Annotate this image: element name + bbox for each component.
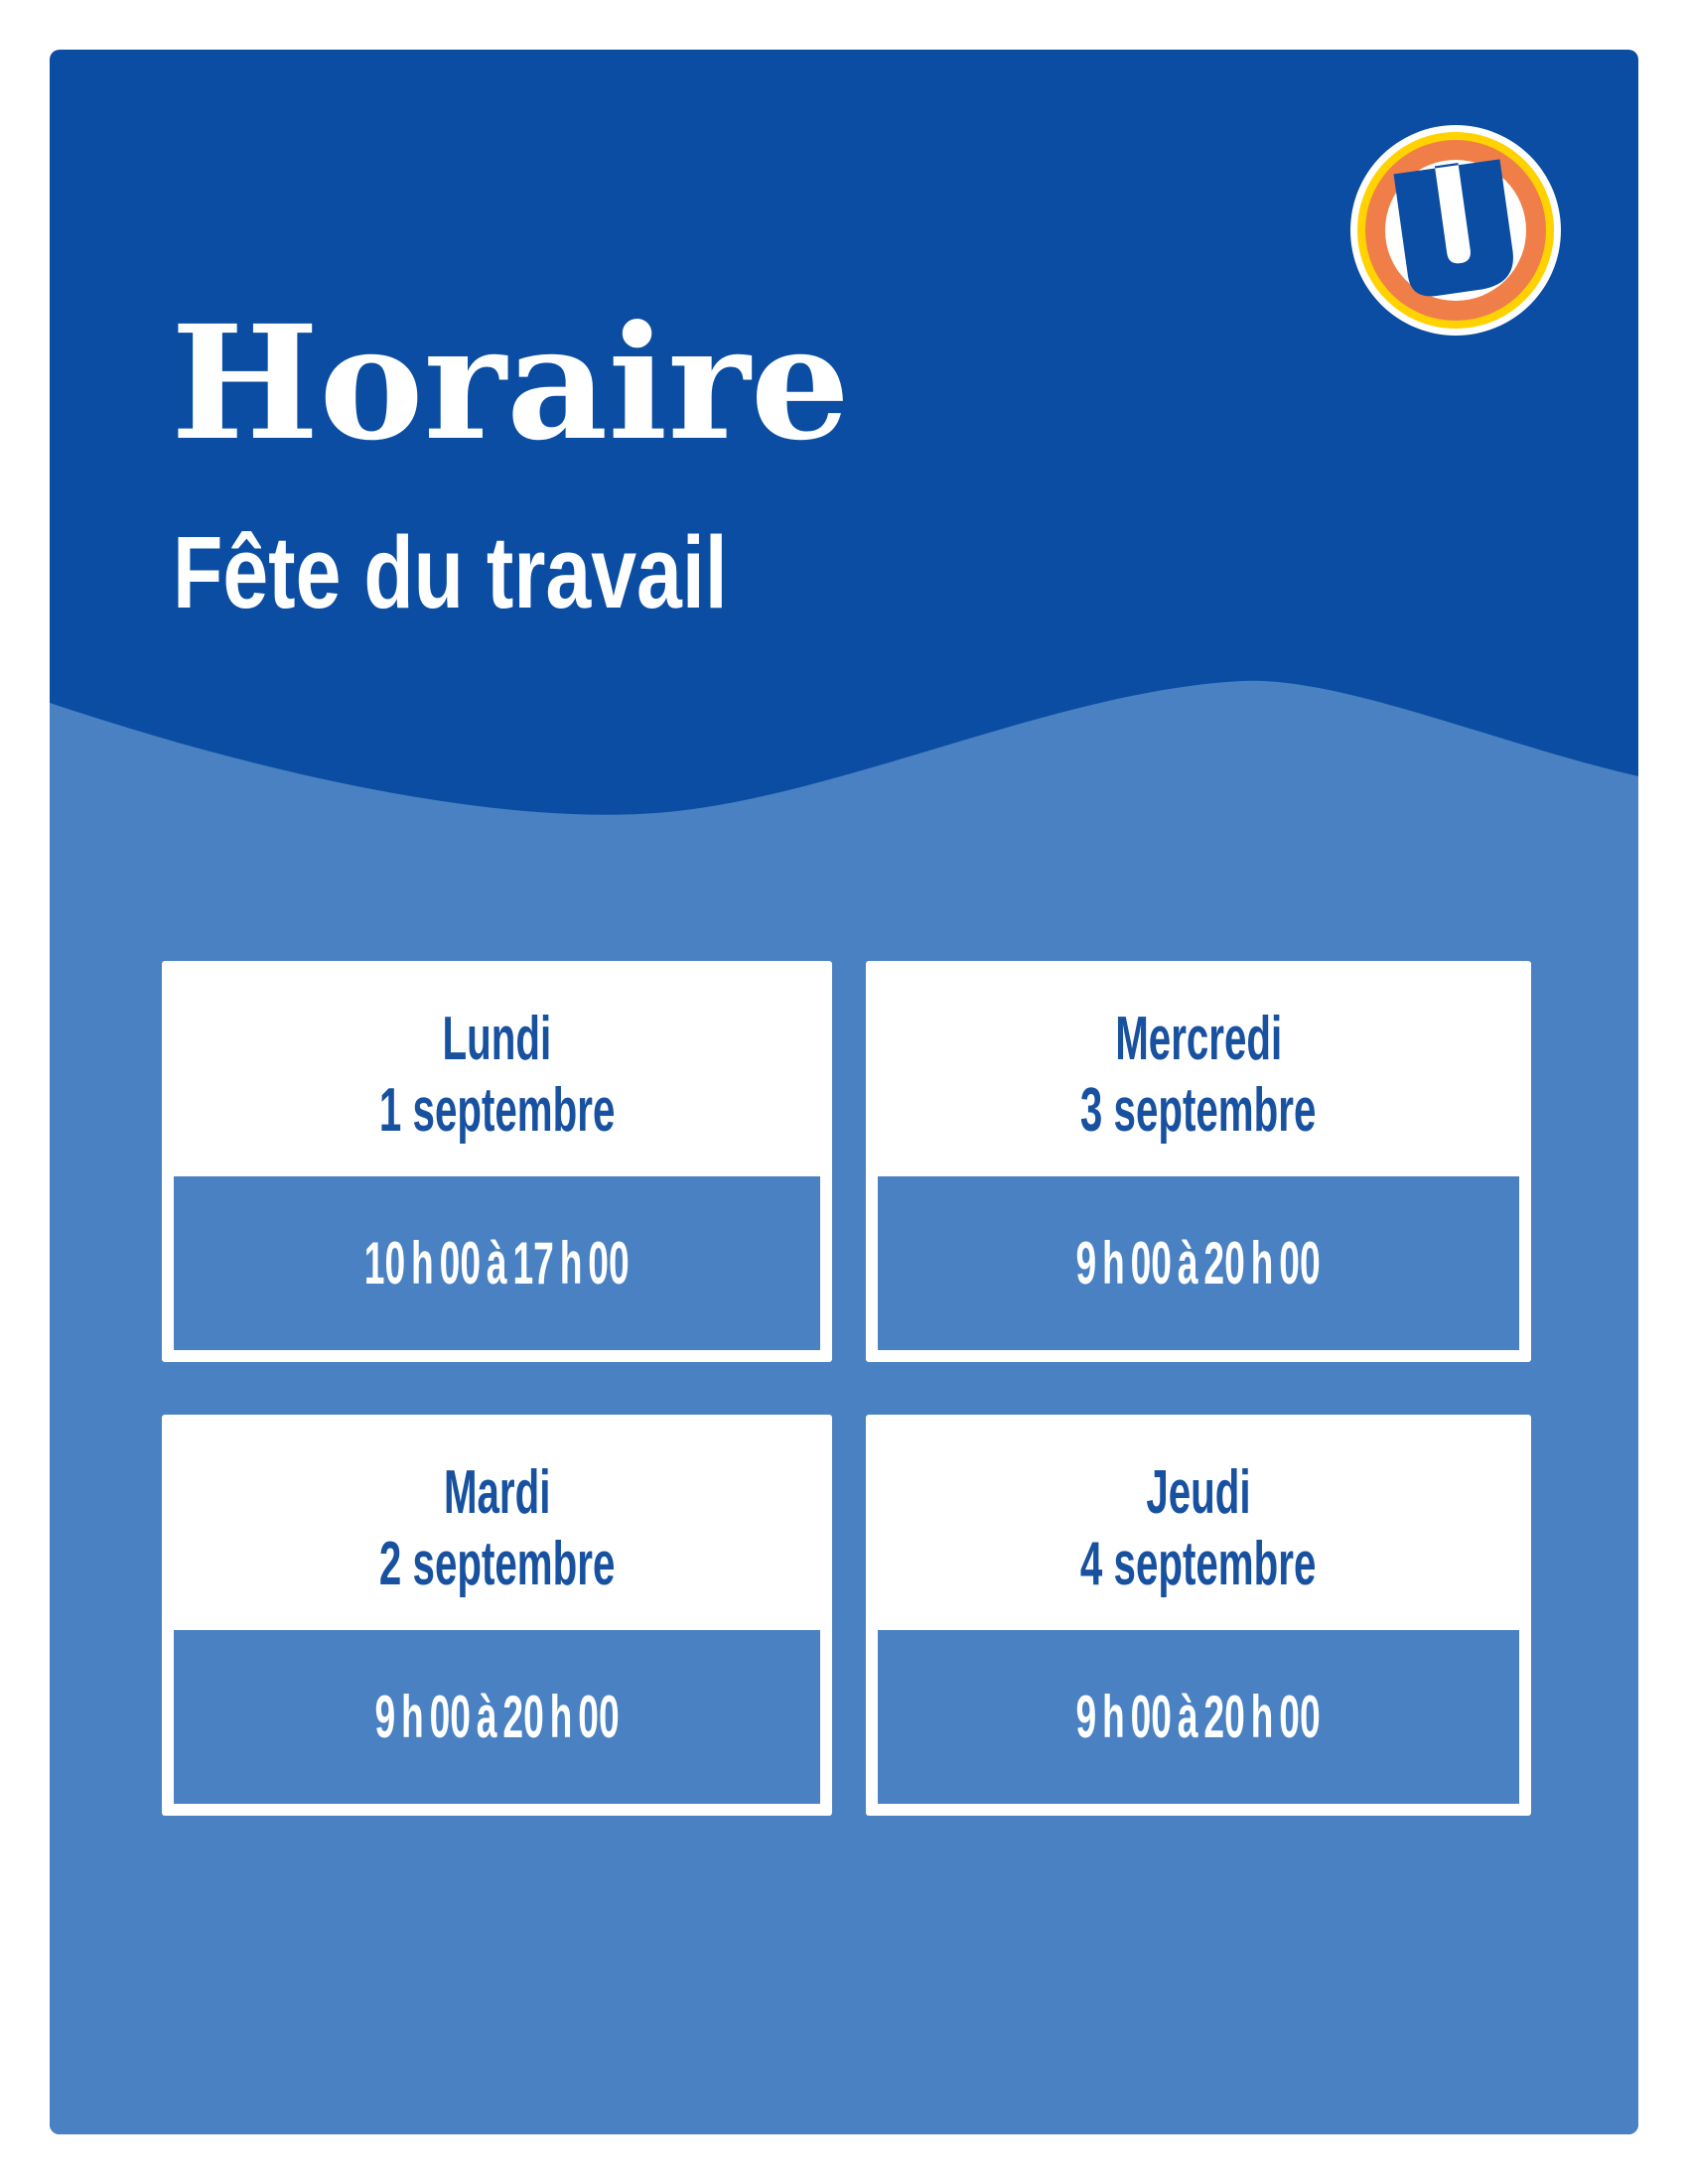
date-label: 1 septembre [316,1075,678,1147]
u-brand-logo-icon [1350,125,1561,336]
page-subtitle-text: Fête du travail [173,515,728,629]
date-text: 1 septembre [378,1075,616,1145]
hours-band: 10 h 00 à 17 h 00 [174,1176,820,1350]
hours-label: 9 h 00 à 20 h 00 [1075,1684,1322,1750]
card-day-block: Jeudi 4 septembre [878,1427,1519,1630]
date-label: 2 septembre [316,1529,678,1600]
date-text: 2 septembre [378,1529,616,1598]
card-day-block: Mercredi 3 septembre [878,973,1519,1176]
schedule-grid: Lundi 1 septembre 10 h 00 à 17 h 00 Merc… [162,961,1531,1816]
poster: Horaire Fête du travail Lundi 1 septembr… [50,50,1638,2134]
page-title: Horaire [171,292,851,476]
schedule-card-jeudi: Jeudi 4 septembre 9 h 00 à 20 h 00 [866,1415,1531,1816]
day-label: Mardi [415,1457,579,1529]
day-label: Mercredi [1070,1004,1327,1075]
day-text: Jeudi [1146,1457,1251,1527]
hours-label: 10 h 00 à 17 h 00 [364,1230,630,1297]
date-text: 3 septembre [1080,1075,1317,1145]
hours-label: 9 h 00 à 20 h 00 [1075,1230,1322,1297]
date-label: 3 septembre [1017,1075,1379,1147]
date-label: 4 septembre [1017,1529,1379,1600]
hours-band: 9 h 00 à 20 h 00 [878,1630,1519,1804]
day-text: Mercredi [1114,1004,1282,1073]
day-text: Mardi [443,1457,551,1527]
day-label: Lundi [413,1004,581,1075]
page-subtitle: Fête du travail [173,514,866,631]
logo-letter-u [1393,159,1513,297]
wave-divider [50,680,1638,904]
schedule-card-mardi: Mardi 2 septembre 9 h 00 à 20 h 00 [162,1415,832,1816]
hours-band: 9 h 00 à 20 h 00 [174,1630,820,1804]
hours-band: 9 h 00 à 20 h 00 [878,1176,1519,1350]
date-text: 4 septembre [1080,1529,1317,1598]
card-day-block: Lundi 1 septembre [174,973,820,1176]
card-day-block: Mardi 2 septembre [174,1427,820,1630]
hours-label: 9 h 00 à 20 h 00 [374,1684,620,1750]
schedule-card-lundi: Lundi 1 septembre 10 h 00 à 17 h 00 [162,961,832,1362]
schedule-card-mercredi: Mercredi 3 septembre 9 h 00 à 20 h 00 [866,961,1531,1362]
day-text: Lundi [442,1004,552,1073]
day-label: Jeudi [1118,1457,1279,1529]
